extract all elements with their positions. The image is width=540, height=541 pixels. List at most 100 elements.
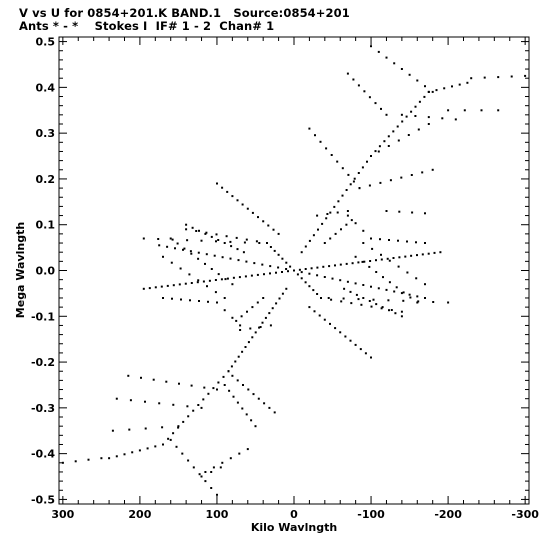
uv-point bbox=[363, 90, 366, 93]
uv-point bbox=[447, 301, 450, 304]
uv-point bbox=[237, 259, 240, 262]
uv-point bbox=[285, 287, 288, 290]
uv-point bbox=[175, 445, 178, 448]
uv-point bbox=[197, 251, 200, 254]
uv-point bbox=[223, 384, 226, 386]
uv-point bbox=[229, 457, 232, 460]
uv-point bbox=[271, 307, 274, 310]
uv-point bbox=[400, 176, 403, 179]
uv-point bbox=[241, 407, 244, 410]
uv-point bbox=[300, 271, 303, 274]
uv-point bbox=[245, 260, 248, 263]
uv-point bbox=[410, 254, 413, 257]
uv-point bbox=[357, 172, 360, 174]
uv-point bbox=[186, 405, 189, 408]
uv-point bbox=[216, 493, 218, 496]
x-tick-label: 100 bbox=[205, 508, 228, 521]
uv-point bbox=[341, 167, 344, 170]
x-tick-labels: 300 200 100 0 -100 -200 -300 bbox=[51, 508, 539, 521]
uv-point bbox=[343, 287, 346, 290]
x-tick-label: 200 bbox=[128, 508, 151, 521]
uv-point bbox=[146, 447, 149, 450]
uv-point bbox=[463, 109, 466, 112]
uv-point bbox=[346, 72, 349, 75]
uv-point bbox=[339, 263, 342, 266]
uv-point bbox=[347, 173, 350, 176]
uv-point bbox=[252, 393, 255, 396]
uv-point bbox=[382, 276, 384, 279]
uv-point bbox=[354, 282, 357, 285]
uv-point bbox=[250, 419, 253, 422]
uv-point bbox=[407, 134, 410, 136]
uv-point bbox=[205, 253, 208, 256]
uv-point bbox=[340, 228, 342, 231]
uv-point bbox=[154, 445, 157, 448]
uv-point bbox=[355, 293, 358, 296]
uv-point bbox=[458, 83, 461, 86]
uv-point bbox=[182, 420, 185, 423]
uv-point bbox=[351, 262, 354, 265]
uv-point bbox=[177, 426, 180, 429]
uv-point bbox=[231, 374, 234, 377]
uv-point bbox=[381, 306, 384, 309]
uv-point bbox=[144, 427, 147, 430]
uv-point bbox=[238, 452, 241, 455]
uv-point bbox=[255, 240, 258, 243]
uv-point bbox=[181, 452, 184, 455]
uv-points bbox=[61, 45, 527, 496]
uv-point bbox=[300, 277, 303, 280]
uv-point bbox=[377, 150, 380, 153]
uv-point bbox=[400, 292, 403, 295]
uv-point bbox=[401, 120, 404, 123]
uv-point bbox=[128, 428, 131, 431]
uv-point bbox=[392, 257, 395, 259]
uv-point bbox=[162, 297, 164, 299]
uv-point bbox=[341, 194, 344, 197]
uv-point bbox=[357, 84, 360, 87]
uv-point bbox=[180, 298, 182, 301]
uv-point bbox=[216, 388, 218, 391]
uv-point bbox=[385, 210, 388, 212]
uv-point bbox=[210, 487, 213, 489]
uv-point bbox=[170, 261, 173, 264]
uv-point bbox=[189, 250, 192, 253]
uv-point bbox=[142, 287, 145, 290]
uv-point bbox=[237, 355, 240, 358]
uv-point bbox=[227, 370, 230, 373]
y-tick-label: -0.2 bbox=[31, 356, 55, 369]
uv-point bbox=[229, 257, 232, 260]
uv-point bbox=[262, 297, 265, 299]
uv-point bbox=[375, 271, 378, 273]
uv-point bbox=[346, 214, 349, 217]
uv-point bbox=[251, 306, 254, 309]
uv-point bbox=[451, 85, 453, 88]
uv-point bbox=[267, 224, 270, 227]
uv-point bbox=[416, 295, 419, 298]
uv-point bbox=[204, 232, 207, 235]
uv-point bbox=[411, 211, 414, 214]
uv-point bbox=[234, 360, 237, 363]
uv-point bbox=[483, 76, 486, 79]
uv-point bbox=[229, 240, 232, 243]
uv-point bbox=[330, 298, 333, 301]
x-tick-label: 300 bbox=[51, 508, 74, 521]
uv-point bbox=[368, 96, 371, 99]
uv-point bbox=[387, 299, 390, 302]
uv-point bbox=[342, 297, 345, 300]
uv-point bbox=[395, 286, 398, 289]
uv-point bbox=[277, 253, 280, 256]
uv-point bbox=[221, 461, 224, 464]
uv-point bbox=[308, 285, 311, 288]
uv-point bbox=[320, 297, 322, 299]
uv-point bbox=[275, 271, 277, 274]
uv-point bbox=[281, 257, 284, 260]
uv-point bbox=[326, 213, 329, 215]
uv-point bbox=[277, 232, 280, 235]
y-tick-labels: 0.5 0.4 0.3 0.2 0.1 0.0 -0.1 -0.2 -0.3 -0.4 -0.5 bbox=[31, 36, 55, 507]
y-axis-label: Mega Wavlngth bbox=[14, 222, 27, 318]
uv-point bbox=[202, 280, 205, 283]
uv-point bbox=[415, 241, 417, 244]
uv-point bbox=[172, 403, 175, 406]
uv-point bbox=[408, 293, 411, 296]
uv-point bbox=[310, 267, 313, 270]
